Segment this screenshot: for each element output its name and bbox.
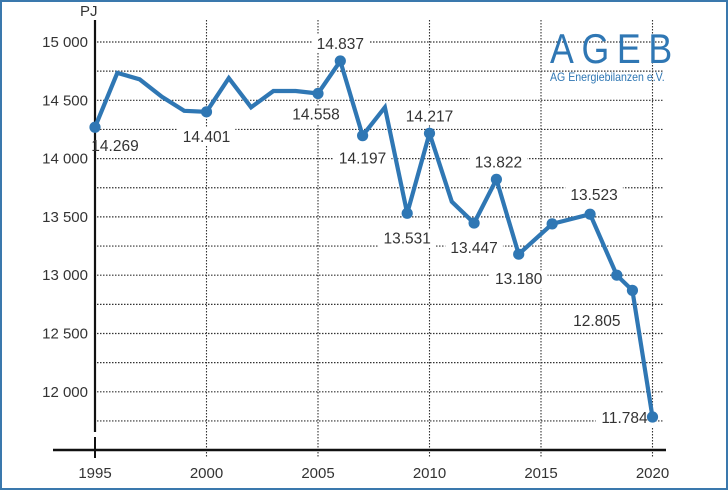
y-tick-label: 13 500	[42, 209, 88, 226]
data-point-marker	[490, 173, 502, 185]
data-point-marker	[357, 130, 369, 142]
data-point-marker	[401, 207, 413, 219]
data-point-marker	[626, 284, 639, 296]
y-tick-label: 12 500	[42, 326, 88, 343]
data-point-marker	[546, 218, 558, 230]
data-point-marker	[611, 269, 623, 281]
data-label: 13.447	[450, 240, 497, 257]
data-label: 13.531	[383, 230, 430, 247]
ageb-logo: AGEB AG Energiebilanzen e.V.	[550, 25, 703, 85]
logo-title: AGEB	[550, 25, 680, 72]
series-line	[93, 56, 655, 418]
label-backgrounds	[86, 35, 654, 427]
x-tick-label: 2000	[190, 465, 223, 482]
data-label: 14.401	[183, 129, 230, 146]
data-label: 13.822	[475, 154, 522, 171]
logo-subtitle: AG Energiebilanzen e.V.	[550, 70, 665, 84]
data-label: 14.197	[339, 151, 386, 168]
x-tick-label: 2010	[413, 465, 446, 482]
data-label: 14.269	[91, 138, 138, 155]
data-point-marker	[312, 87, 324, 100]
y-tick-label: 12 000	[42, 384, 88, 401]
data-label: 11.784	[601, 410, 648, 427]
x-tick-label: 1995	[78, 465, 111, 482]
y-tick-label: 15 000	[42, 34, 88, 51]
data-label: 14.837	[317, 36, 364, 53]
data-label: 12.805	[573, 313, 620, 330]
y-tick-label: 13 000	[42, 267, 88, 284]
y-axis-unit: PJ	[80, 3, 98, 20]
data-point-marker	[584, 208, 596, 220]
data-label: 14.217	[406, 108, 453, 125]
data-point-marker	[89, 121, 101, 133]
x-tick-label: 2005	[301, 465, 334, 482]
y-tick-label: 14 500	[42, 92, 88, 109]
data-label: 14.558	[292, 107, 339, 124]
data-label: 13.180	[495, 271, 543, 288]
x-tick-label: 2020	[636, 465, 669, 482]
data-point-marker	[334, 55, 346, 67]
data-point-marker	[423, 127, 436, 139]
data-point-marker	[468, 217, 480, 229]
data-point-marker	[513, 248, 525, 260]
x-tick-label: 2015	[524, 465, 557, 482]
data-point-marker	[646, 411, 659, 423]
data-point-marker	[200, 106, 213, 118]
y-tick-label: 14 000	[42, 151, 88, 168]
data-label: 13.523	[570, 187, 617, 204]
